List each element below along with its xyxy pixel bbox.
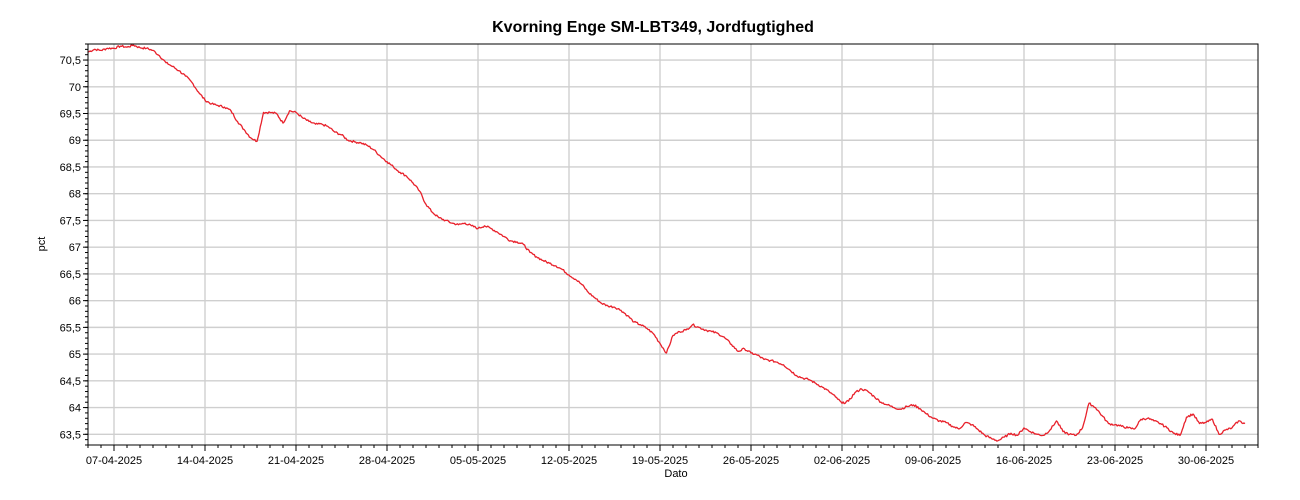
series-line bbox=[87, 44, 1246, 442]
grid-lines bbox=[88, 44, 1258, 445]
y-tick-label: 69,5 bbox=[60, 109, 81, 121]
y-axis-tick-labels: 63,5 64 64,5 65 65,5 66 66,5 67 67,5 68 68,5 69 69,5… bbox=[60, 55, 81, 441]
x-tick-label: 23-06-2025 bbox=[1087, 455, 1143, 467]
x-axis-tick-labels: 07-04-2025 14-04-2025 21-04-2025 28-04-2025… bbox=[86, 455, 1234, 467]
x-tick-label: 09-06-2025 bbox=[905, 455, 961, 467]
chart-title: Kvorning Enge SM-LBT349, Jordfugtighed bbox=[492, 19, 814, 36]
y-axis-title: pct bbox=[36, 237, 48, 252]
x-tick-label: 02-06-2025 bbox=[814, 455, 870, 467]
x-tick-label: 21-04-2025 bbox=[268, 455, 324, 467]
y-tick-label: 67 bbox=[69, 242, 81, 254]
x-tick-label: 28-04-2025 bbox=[359, 455, 415, 467]
x-tick-label: 07-04-2025 bbox=[86, 455, 142, 467]
y-tick-label: 66 bbox=[69, 296, 81, 308]
x-tick-label: 30-06-2025 bbox=[1178, 455, 1234, 467]
y-tick-label: 64,5 bbox=[60, 376, 81, 388]
x-tick-label: 05-05-2025 bbox=[450, 455, 506, 467]
y-tick-label: 68 bbox=[69, 189, 81, 201]
y-tick-label: 69 bbox=[69, 135, 81, 147]
x-tick-label: 26-05-2025 bbox=[723, 455, 779, 467]
y-tick-label: 68,5 bbox=[60, 162, 81, 174]
y-tick-label: 67,5 bbox=[60, 215, 81, 227]
x-tick-label: 14-04-2025 bbox=[177, 455, 233, 467]
y-tick-label: 70,5 bbox=[60, 55, 81, 67]
x-tick-label: 19-05-2025 bbox=[632, 455, 688, 467]
y-tick-label: 65,5 bbox=[60, 322, 81, 334]
plot-frame bbox=[87, 43, 1259, 446]
x-tick-label: 16-06-2025 bbox=[996, 455, 1052, 467]
x-axis-title: Dato bbox=[664, 468, 687, 480]
y-tick-label: 65 bbox=[69, 349, 81, 361]
y-tick-label: 63,5 bbox=[60, 429, 81, 441]
y-tick-label: 66,5 bbox=[60, 269, 81, 281]
y-tick-label: 64 bbox=[69, 403, 81, 415]
y-tick-label: 70 bbox=[69, 82, 81, 94]
x-tick-label: 12-05-2025 bbox=[541, 455, 597, 467]
